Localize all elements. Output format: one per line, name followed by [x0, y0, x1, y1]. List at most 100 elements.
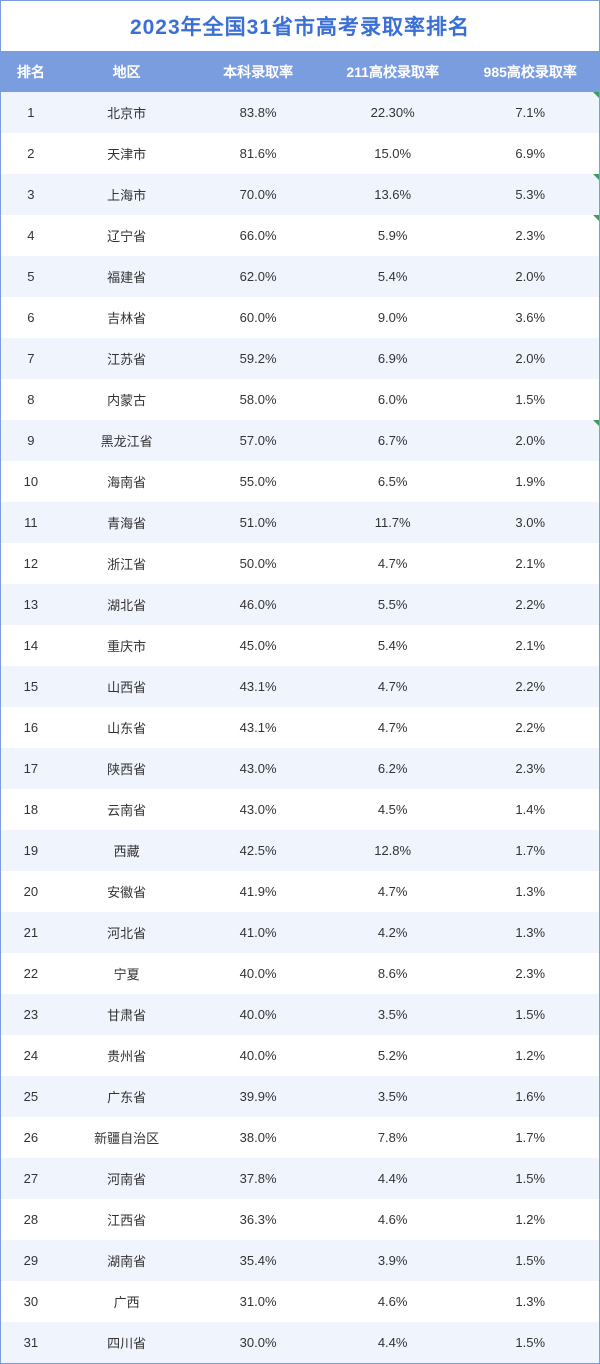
table-row: 14重庆市45.0%5.4%2.1% [1, 625, 599, 666]
cell-undergrad: 50.0% [192, 543, 324, 584]
cell-rank: 7 [1, 338, 61, 379]
cell-undergrad: 66.0% [192, 215, 324, 256]
cell-985: 1.5% [461, 994, 599, 1035]
cell-undergrad: 62.0% [192, 256, 324, 297]
cell-211: 6.5% [324, 461, 462, 502]
title-bar: 2023年全国31省市高考录取率排名 [1, 1, 599, 52]
cell-985: 2.3% [461, 953, 599, 994]
cell-region: 贵州省 [61, 1035, 193, 1076]
cell-985: 1.4% [461, 789, 599, 830]
table-row: 13湖北省46.0%5.5%2.2% [1, 584, 599, 625]
table-row: 6吉林省60.0%9.0%3.6% [1, 297, 599, 338]
cell-985: 6.9% [461, 133, 599, 174]
cell-985: 5.3% [461, 174, 599, 215]
cell-undergrad: 43.0% [192, 748, 324, 789]
cell-211: 4.4% [324, 1322, 462, 1363]
cell-985: 2.2% [461, 584, 599, 625]
cell-211: 3.5% [324, 1076, 462, 1117]
ranking-table: 排名 地区 本科录取率 211高校录取率 985高校录取率 1北京市83.8%2… [1, 52, 599, 1363]
cell-985: 1.2% [461, 1035, 599, 1076]
table-row: 28江西省36.3%4.6%1.2% [1, 1199, 599, 1240]
cell-undergrad: 31.0% [192, 1281, 324, 1322]
cell-undergrad: 30.0% [192, 1322, 324, 1363]
cell-985: 1.6% [461, 1076, 599, 1117]
cell-rank: 13 [1, 584, 61, 625]
cell-rank: 25 [1, 1076, 61, 1117]
cell-region: 河南省 [61, 1158, 193, 1199]
table-row: 18云南省43.0%4.5%1.4% [1, 789, 599, 830]
table-header-row: 排名 地区 本科录取率 211高校录取率 985高校录取率 [1, 52, 599, 92]
cell-211: 12.8% [324, 830, 462, 871]
cell-rank: 21 [1, 912, 61, 953]
cell-region: 黑龙江省 [61, 420, 193, 461]
cell-region: 江西省 [61, 1199, 193, 1240]
cell-rank: 2 [1, 133, 61, 174]
cell-rank: 28 [1, 1199, 61, 1240]
cell-region: 上海市 [61, 174, 193, 215]
cell-985: 7.1% [461, 92, 599, 133]
cell-rank: 16 [1, 707, 61, 748]
cell-undergrad: 40.0% [192, 953, 324, 994]
cell-985: 2.0% [461, 256, 599, 297]
cell-985: 1.5% [461, 379, 599, 420]
cell-rank: 24 [1, 1035, 61, 1076]
cell-211: 15.0% [324, 133, 462, 174]
cell-rank: 22 [1, 953, 61, 994]
cell-rank: 23 [1, 994, 61, 1035]
table-row: 19西藏42.5%12.8%1.7% [1, 830, 599, 871]
cell-985: 1.3% [461, 912, 599, 953]
cell-211: 11.7% [324, 502, 462, 543]
cell-rank: 5 [1, 256, 61, 297]
cell-rank: 9 [1, 420, 61, 461]
cell-rank: 26 [1, 1117, 61, 1158]
cell-985: 1.5% [461, 1322, 599, 1363]
cell-rank: 10 [1, 461, 61, 502]
cell-undergrad: 43.1% [192, 666, 324, 707]
table-row: 5福建省62.0%5.4%2.0% [1, 256, 599, 297]
cell-211: 4.7% [324, 666, 462, 707]
cell-985: 1.3% [461, 871, 599, 912]
cell-211: 6.2% [324, 748, 462, 789]
cell-211: 6.0% [324, 379, 462, 420]
table-row: 26新疆自治区38.0%7.8%1.7% [1, 1117, 599, 1158]
cell-985: 2.1% [461, 625, 599, 666]
cell-985: 2.3% [461, 748, 599, 789]
table-row: 2天津市81.6%15.0%6.9% [1, 133, 599, 174]
cell-211: 4.6% [324, 1281, 462, 1322]
table-row: 12浙江省50.0%4.7%2.1% [1, 543, 599, 584]
cell-region: 内蒙古 [61, 379, 193, 420]
cell-rank: 19 [1, 830, 61, 871]
cell-rank: 12 [1, 543, 61, 584]
cell-211: 4.5% [324, 789, 462, 830]
cell-985: 1.2% [461, 1199, 599, 1240]
table-row: 3上海市70.0%13.6%5.3% [1, 174, 599, 215]
cell-region: 山东省 [61, 707, 193, 748]
cell-region: 四川省 [61, 1322, 193, 1363]
cell-undergrad: 42.5% [192, 830, 324, 871]
cell-rank: 14 [1, 625, 61, 666]
cell-undergrad: 43.1% [192, 707, 324, 748]
cell-region: 云南省 [61, 789, 193, 830]
cell-985: 1.9% [461, 461, 599, 502]
cell-undergrad: 51.0% [192, 502, 324, 543]
table-row: 7江苏省59.2%6.9%2.0% [1, 338, 599, 379]
cell-region: 吉林省 [61, 297, 193, 338]
cell-985: 3.6% [461, 297, 599, 338]
cell-211: 4.7% [324, 871, 462, 912]
cell-rank: 11 [1, 502, 61, 543]
cell-region: 青海省 [61, 502, 193, 543]
cell-211: 4.2% [324, 912, 462, 953]
cell-211: 4.6% [324, 1199, 462, 1240]
cell-undergrad: 57.0% [192, 420, 324, 461]
cell-region: 新疆自治区 [61, 1117, 193, 1158]
cell-rank: 3 [1, 174, 61, 215]
cell-rank: 30 [1, 1281, 61, 1322]
table-row: 9黑龙江省57.0%6.7%2.0% [1, 420, 599, 461]
cell-region: 山西省 [61, 666, 193, 707]
cell-rank: 31 [1, 1322, 61, 1363]
cell-region: 甘肃省 [61, 994, 193, 1035]
table-row: 25广东省39.9%3.5%1.6% [1, 1076, 599, 1117]
cell-undergrad: 41.0% [192, 912, 324, 953]
cell-985: 1.5% [461, 1240, 599, 1281]
cell-211: 5.4% [324, 625, 462, 666]
